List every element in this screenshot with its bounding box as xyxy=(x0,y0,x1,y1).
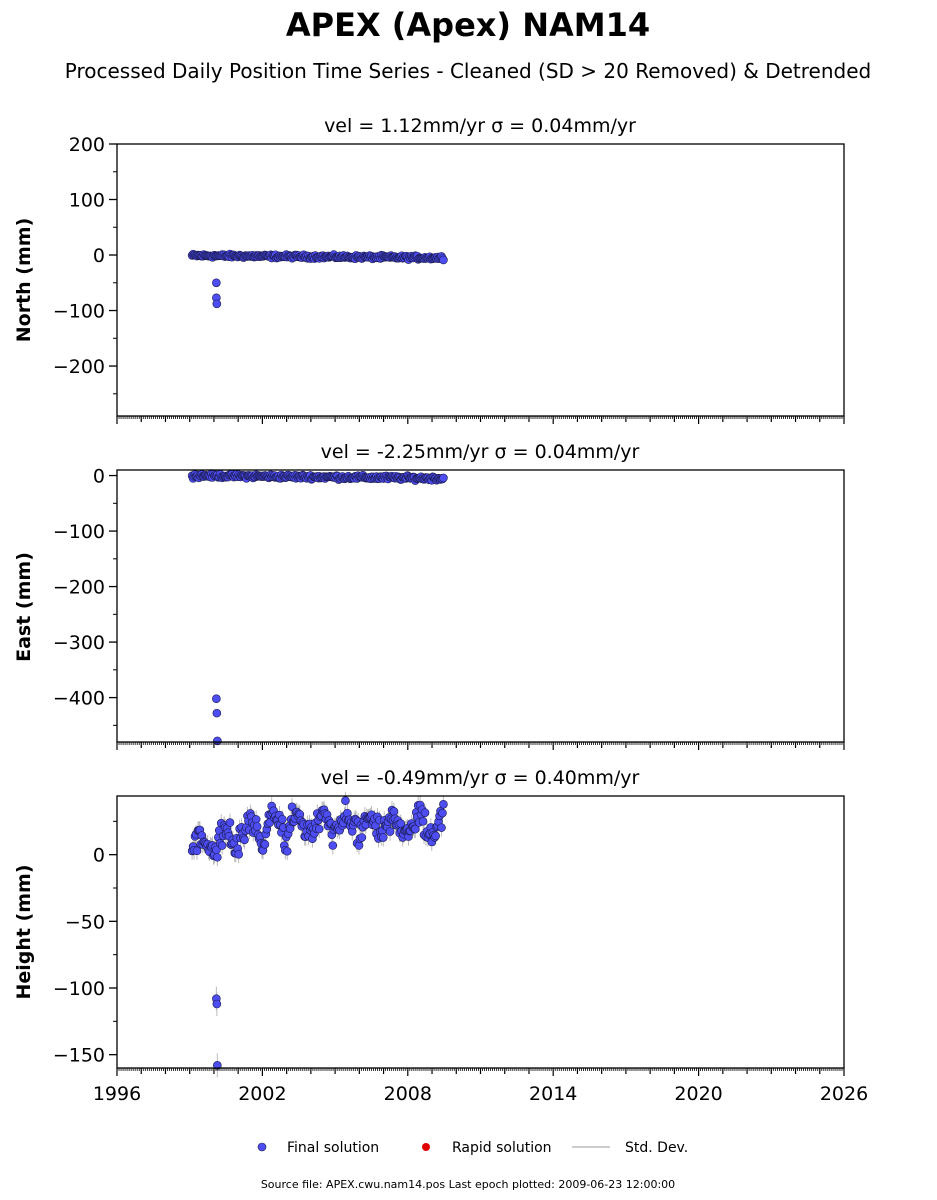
panel-north-title: vel = 1.12mm/yr σ = 0.04mm/yr xyxy=(324,115,636,137)
data-point xyxy=(389,807,399,816)
data-point xyxy=(217,841,227,850)
xtick-label: 2008 xyxy=(384,1083,432,1105)
outlier-point xyxy=(213,736,222,746)
legend-rapid-label: Rapid solution xyxy=(452,1140,552,1156)
data-point xyxy=(439,255,448,265)
legend: Final solution Rapid solution Std. Dev. xyxy=(257,1140,688,1156)
xtick-label: 1996 xyxy=(93,1083,141,1105)
panel-height-title: vel = -0.49mm/yr σ = 0.40mm/yr xyxy=(321,767,640,789)
panel-height-frame xyxy=(116,795,845,1069)
data-point xyxy=(251,815,261,824)
outlier-point xyxy=(212,278,221,288)
panel-east-ylabel: East (mm) xyxy=(13,552,35,662)
data-point xyxy=(234,849,243,859)
data-point xyxy=(378,833,388,842)
data-point xyxy=(439,800,448,809)
data-point xyxy=(357,833,367,842)
panel-east-frame xyxy=(116,469,845,743)
figure-subtitle: Processed Daily Position Time Series - C… xyxy=(65,59,871,83)
ytick-label: −100 xyxy=(53,978,105,1000)
outlier-point xyxy=(213,1061,222,1070)
legend-final-label: Final solution xyxy=(287,1140,379,1156)
ytick-label: 100 xyxy=(69,190,105,212)
ytick-label: 200 xyxy=(69,134,105,156)
data-point xyxy=(418,816,428,826)
data-point xyxy=(213,852,222,862)
panel-north-axes: 200 100 0 −100 −200 xyxy=(53,134,845,424)
panel-north-frame xyxy=(116,143,845,417)
ytick-label: 0 xyxy=(93,245,105,267)
ytick-label: −200 xyxy=(53,356,105,378)
outlier-point xyxy=(212,299,222,309)
ytick-label: −150 xyxy=(53,1045,105,1067)
source-note: Source file: APEX.cwu.nam14.pos Last epo… xyxy=(261,1178,675,1191)
legend-std-label: Std. Dev. xyxy=(625,1140,688,1156)
data-point xyxy=(410,824,420,834)
data-point xyxy=(328,841,338,850)
data-point xyxy=(240,835,249,845)
panel-height: vel = -0.49mm/yr σ = 0.40mm/yr Height (m… xyxy=(13,767,868,1105)
data-point xyxy=(439,473,448,483)
ytick-label: −300 xyxy=(53,632,105,654)
outlier-point xyxy=(212,999,222,1009)
data-point xyxy=(420,808,430,817)
data-point xyxy=(341,796,350,806)
panel-height-ylabel: Height (mm) xyxy=(13,864,35,999)
data-point xyxy=(225,818,235,827)
xtick-label: 2002 xyxy=(238,1083,286,1105)
panel-north-points xyxy=(187,249,448,309)
data-point xyxy=(437,823,446,832)
panel-height-axes: 0 −50 −100 −150 1996 2002 2008 2014 2020 2026 xyxy=(53,820,868,1105)
xtick-label: 2014 xyxy=(529,1083,577,1105)
ytick-label: −100 xyxy=(53,521,105,543)
panel-east: vel = -2.25mm/yr σ = 0.04mm/yr East (mm)… xyxy=(13,441,845,750)
ytick-label: −400 xyxy=(53,688,105,710)
figure-title: APEX (Apex) NAM14 xyxy=(286,6,650,44)
panel-east-axes: 0 −100 −200 −300 −400 xyxy=(53,466,845,750)
legend-final-marker xyxy=(257,1142,267,1152)
panel-height-points xyxy=(187,796,448,1070)
xtick-label: 2026 xyxy=(820,1083,868,1105)
panel-east-title: vel = -2.25mm/yr σ = 0.04mm/yr xyxy=(321,441,640,463)
ytick-label: −200 xyxy=(53,577,105,599)
data-point xyxy=(438,808,447,818)
ytick-label: −100 xyxy=(53,301,105,323)
data-point xyxy=(252,822,262,831)
outlier-point xyxy=(212,694,221,704)
panel-east-points xyxy=(187,469,448,746)
panel-north: vel = 1.12mm/yr σ = 0.04mm/yr North (mm)… xyxy=(13,115,845,424)
outlier-point xyxy=(212,708,222,718)
legend-rapid-marker xyxy=(422,1143,430,1151)
xtick-label: 2020 xyxy=(674,1083,722,1105)
ytick-label: −50 xyxy=(65,911,105,933)
data-point xyxy=(192,846,202,856)
data-point xyxy=(282,846,292,856)
data-point xyxy=(314,824,324,834)
data-point xyxy=(260,840,270,849)
ytick-label: 0 xyxy=(93,845,105,867)
ytick-label: 0 xyxy=(93,466,105,488)
data-point xyxy=(385,827,395,836)
data-point xyxy=(278,814,287,824)
data-point xyxy=(431,831,440,841)
panel-north-ylabel: North (mm) xyxy=(13,218,35,343)
